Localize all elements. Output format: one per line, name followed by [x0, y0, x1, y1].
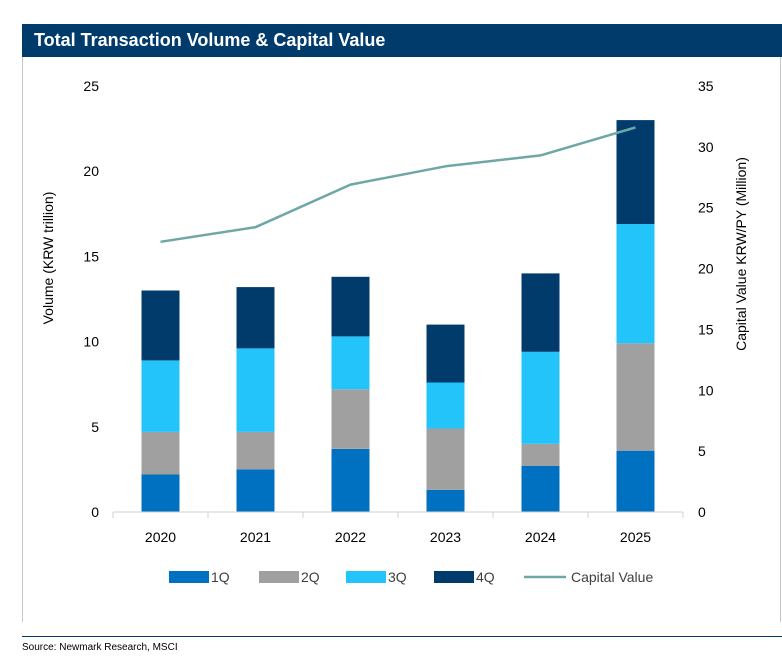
chart: Volume (KRW trillion) Capital Value KRW/… — [40, 78, 749, 585]
y-tick-label: 20 — [83, 163, 99, 179]
legend-label: 2Q — [301, 569, 320, 585]
bar-2024-2Q — [521, 443, 560, 466]
legend-swatch-3Q — [346, 571, 386, 583]
bar-2024-3Q — [521, 351, 560, 444]
bar-2025-4Q — [616, 120, 655, 224]
axes-group — [112, 511, 684, 518]
bar-2021-2Q — [236, 431, 275, 470]
tick-labels-group: 2020 2021 2022 2023 2024 20250510152025051015… — [83, 78, 713, 545]
legend-swatch-4Q — [434, 571, 474, 583]
bar-2020-4Q — [141, 290, 180, 361]
x-tick-label: 2020 — [145, 529, 176, 545]
bar-2024-4Q — [521, 273, 560, 352]
capital-value-line-group — [160, 126, 636, 244]
bar-2022-2Q — [331, 389, 370, 449]
y2-tick-label: 0 — [698, 504, 706, 520]
bar-2020-3Q — [141, 360, 180, 432]
x-tick-label: 2022 — [335, 529, 366, 545]
bar-2020-1Q — [141, 474, 180, 512]
bar-2020-2Q — [141, 431, 180, 475]
y2-axis-title: Capital Value KRW/PY (Million) — [733, 157, 749, 351]
bars-group — [141, 120, 655, 512]
bar-2021-3Q — [236, 348, 275, 432]
y2-tick-label: 20 — [698, 261, 714, 277]
bar-2021-4Q — [236, 287, 275, 349]
y-axis-title: Volume (KRW trillion) — [40, 192, 56, 325]
y-tick-label: 25 — [83, 78, 99, 94]
footer-divider — [22, 636, 782, 637]
y2-tick-label: 15 — [698, 321, 714, 337]
x-tick-label: 2024 — [525, 529, 556, 545]
capital-value-line — [160, 126, 636, 244]
legend-label: 3Q — [388, 569, 407, 585]
legend-label: 1Q — [211, 569, 230, 585]
y2-tick-label: 35 — [698, 78, 714, 94]
bar-2022-3Q — [331, 336, 370, 390]
y2-tick-label: 30 — [698, 139, 714, 155]
legend-swatch-1Q — [169, 571, 209, 583]
bar-2025-2Q — [616, 343, 655, 451]
y-tick-label: 10 — [83, 334, 99, 350]
y-tick-label: 0 — [91, 504, 99, 520]
chart-title: Total Transaction Volume & Capital Value — [22, 24, 782, 57]
bar-2023-3Q — [426, 382, 465, 429]
bar-2023-1Q — [426, 489, 465, 512]
bar-2025-3Q — [616, 224, 655, 344]
bar-2022-4Q — [331, 276, 370, 337]
x-tick-label: 2025 — [620, 529, 651, 545]
x-tick-label: 2021 — [240, 529, 271, 545]
bar-2025-1Q — [616, 450, 655, 512]
chart-frame: Volume (KRW trillion) Capital Value KRW/… — [22, 57, 781, 622]
bar-2024-1Q — [521, 466, 560, 512]
bar-2021-1Q — [236, 469, 275, 512]
bar-2023-4Q — [426, 324, 465, 383]
y2-tick-label: 5 — [698, 443, 706, 459]
legend: 1Q 2Q 3Q 4Q Capital Value — [169, 569, 653, 585]
legend-swatch-2Q — [259, 571, 299, 583]
bar-2022-1Q — [331, 449, 370, 512]
y2-tick-label: 10 — [698, 382, 714, 398]
legend-label: 4Q — [476, 569, 495, 585]
y-tick-label: 15 — [83, 248, 99, 264]
legend-label: Capital Value — [571, 569, 653, 585]
x-tick-label: 2023 — [430, 529, 461, 545]
y2-tick-label: 25 — [698, 200, 714, 216]
y-tick-label: 5 — [91, 419, 99, 435]
bar-2023-2Q — [426, 428, 465, 490]
source-note: Source: Newmark Research, MSCI — [22, 642, 178, 653]
